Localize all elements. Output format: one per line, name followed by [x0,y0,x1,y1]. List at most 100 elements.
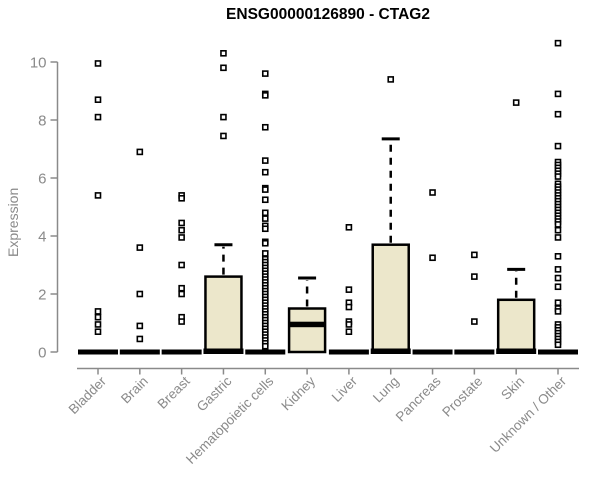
x-category-label: Breast [155,373,193,411]
zero-bar [161,349,202,355]
y-tick-label: 0 [38,344,46,361]
box-rect [496,298,536,354]
outlier-point [136,290,144,298]
y-tick-label: 4 [38,228,46,245]
x-category-label: Unknown / Other [487,373,570,456]
outlier-point [178,284,185,292]
outlier-point [554,253,562,260]
outlier-point [220,113,227,121]
x-category-label: Brain [118,374,151,407]
y-tick-label: 10 [30,54,47,71]
y-tick-label: 8 [38,112,46,129]
median-line [370,348,411,354]
outlier-point [261,168,269,176]
x-category-label: Gastric [194,373,235,414]
outlier-point [471,273,478,280]
outlier-point [261,70,269,77]
outlier-point [554,274,562,282]
outlier-point [94,308,102,315]
outlier-point [554,90,562,98]
outlier-point [471,251,478,259]
outlier-point [178,261,185,269]
outlier-point [178,318,185,325]
outlier-point [554,173,562,180]
outlier-point [178,226,185,234]
x-category-label: Pancreas [393,373,444,424]
outlier-point [94,113,102,121]
zero-bar [245,349,286,355]
y-tick-label: 6 [38,170,46,187]
zero-bar [454,349,495,355]
outlier-point [554,266,562,273]
zero-bar [538,349,578,355]
outlier-point [261,209,269,217]
outlier-point [94,328,102,336]
outlier-point [261,92,269,99]
chart-title: ENSG00000126890 - CTAG2 [226,6,430,23]
outlier-point [94,96,102,103]
x-category-label: Prostate [439,374,485,420]
median-line [203,348,244,354]
box-rect [204,275,243,354]
outlier-point [345,328,353,336]
outlier-point [94,321,102,328]
outlier-point [554,226,562,234]
outlier-point [178,195,185,202]
box-rect [371,243,410,354]
outlier-point [178,234,185,241]
outlier-point [136,335,144,343]
outlier-point [261,239,269,247]
y-tick-label: 2 [38,286,46,303]
outlier-point [512,99,520,106]
outlier-point [94,192,102,199]
outlier-point [94,313,102,321]
outlier-point [261,123,269,131]
outlier-point [261,250,269,257]
outlier-point [554,110,562,118]
x-category-label: Lung [370,374,402,406]
outlier-point [554,142,562,150]
y-axis-label: Expression [5,187,21,257]
x-category-label: Kidney [278,373,318,413]
outlier-point [220,49,227,57]
outlier-point [220,64,227,72]
outlier-point [345,286,353,293]
zero-bar [119,349,160,355]
outlier-point [220,132,227,140]
zero-bar [412,349,453,355]
outlier-point [554,221,562,228]
outlier-point [94,60,102,67]
outlier-point [387,76,395,83]
outlier-point [178,219,185,227]
outlier-point [429,189,436,196]
x-category-label: Skin [498,374,527,403]
x-category-label: Liver [329,373,361,405]
outlier-point [554,341,562,349]
outlier-point [471,318,478,325]
outlier-point [261,215,269,222]
outlier-point [345,224,353,231]
outlier-point [554,299,562,307]
outlier-point [261,186,269,193]
outlier-point [261,342,269,350]
outlier-point [261,157,269,164]
outlier-point [554,39,562,47]
outlier-point [554,308,562,315]
zero-bar [328,349,369,355]
outlier-point [178,290,185,298]
x-category-label: Bladder [66,373,110,417]
outlier-point [261,196,269,204]
box-rect [287,307,327,354]
outlier-point [345,303,353,311]
outlier-point [136,148,144,156]
outlier-point [345,321,353,328]
outlier-point [136,244,144,251]
outlier-point [554,234,562,241]
outlier-point [136,322,144,330]
median-line [496,348,537,354]
outlier-point [261,225,269,233]
median-line [289,321,326,328]
zero-bar [78,349,118,355]
